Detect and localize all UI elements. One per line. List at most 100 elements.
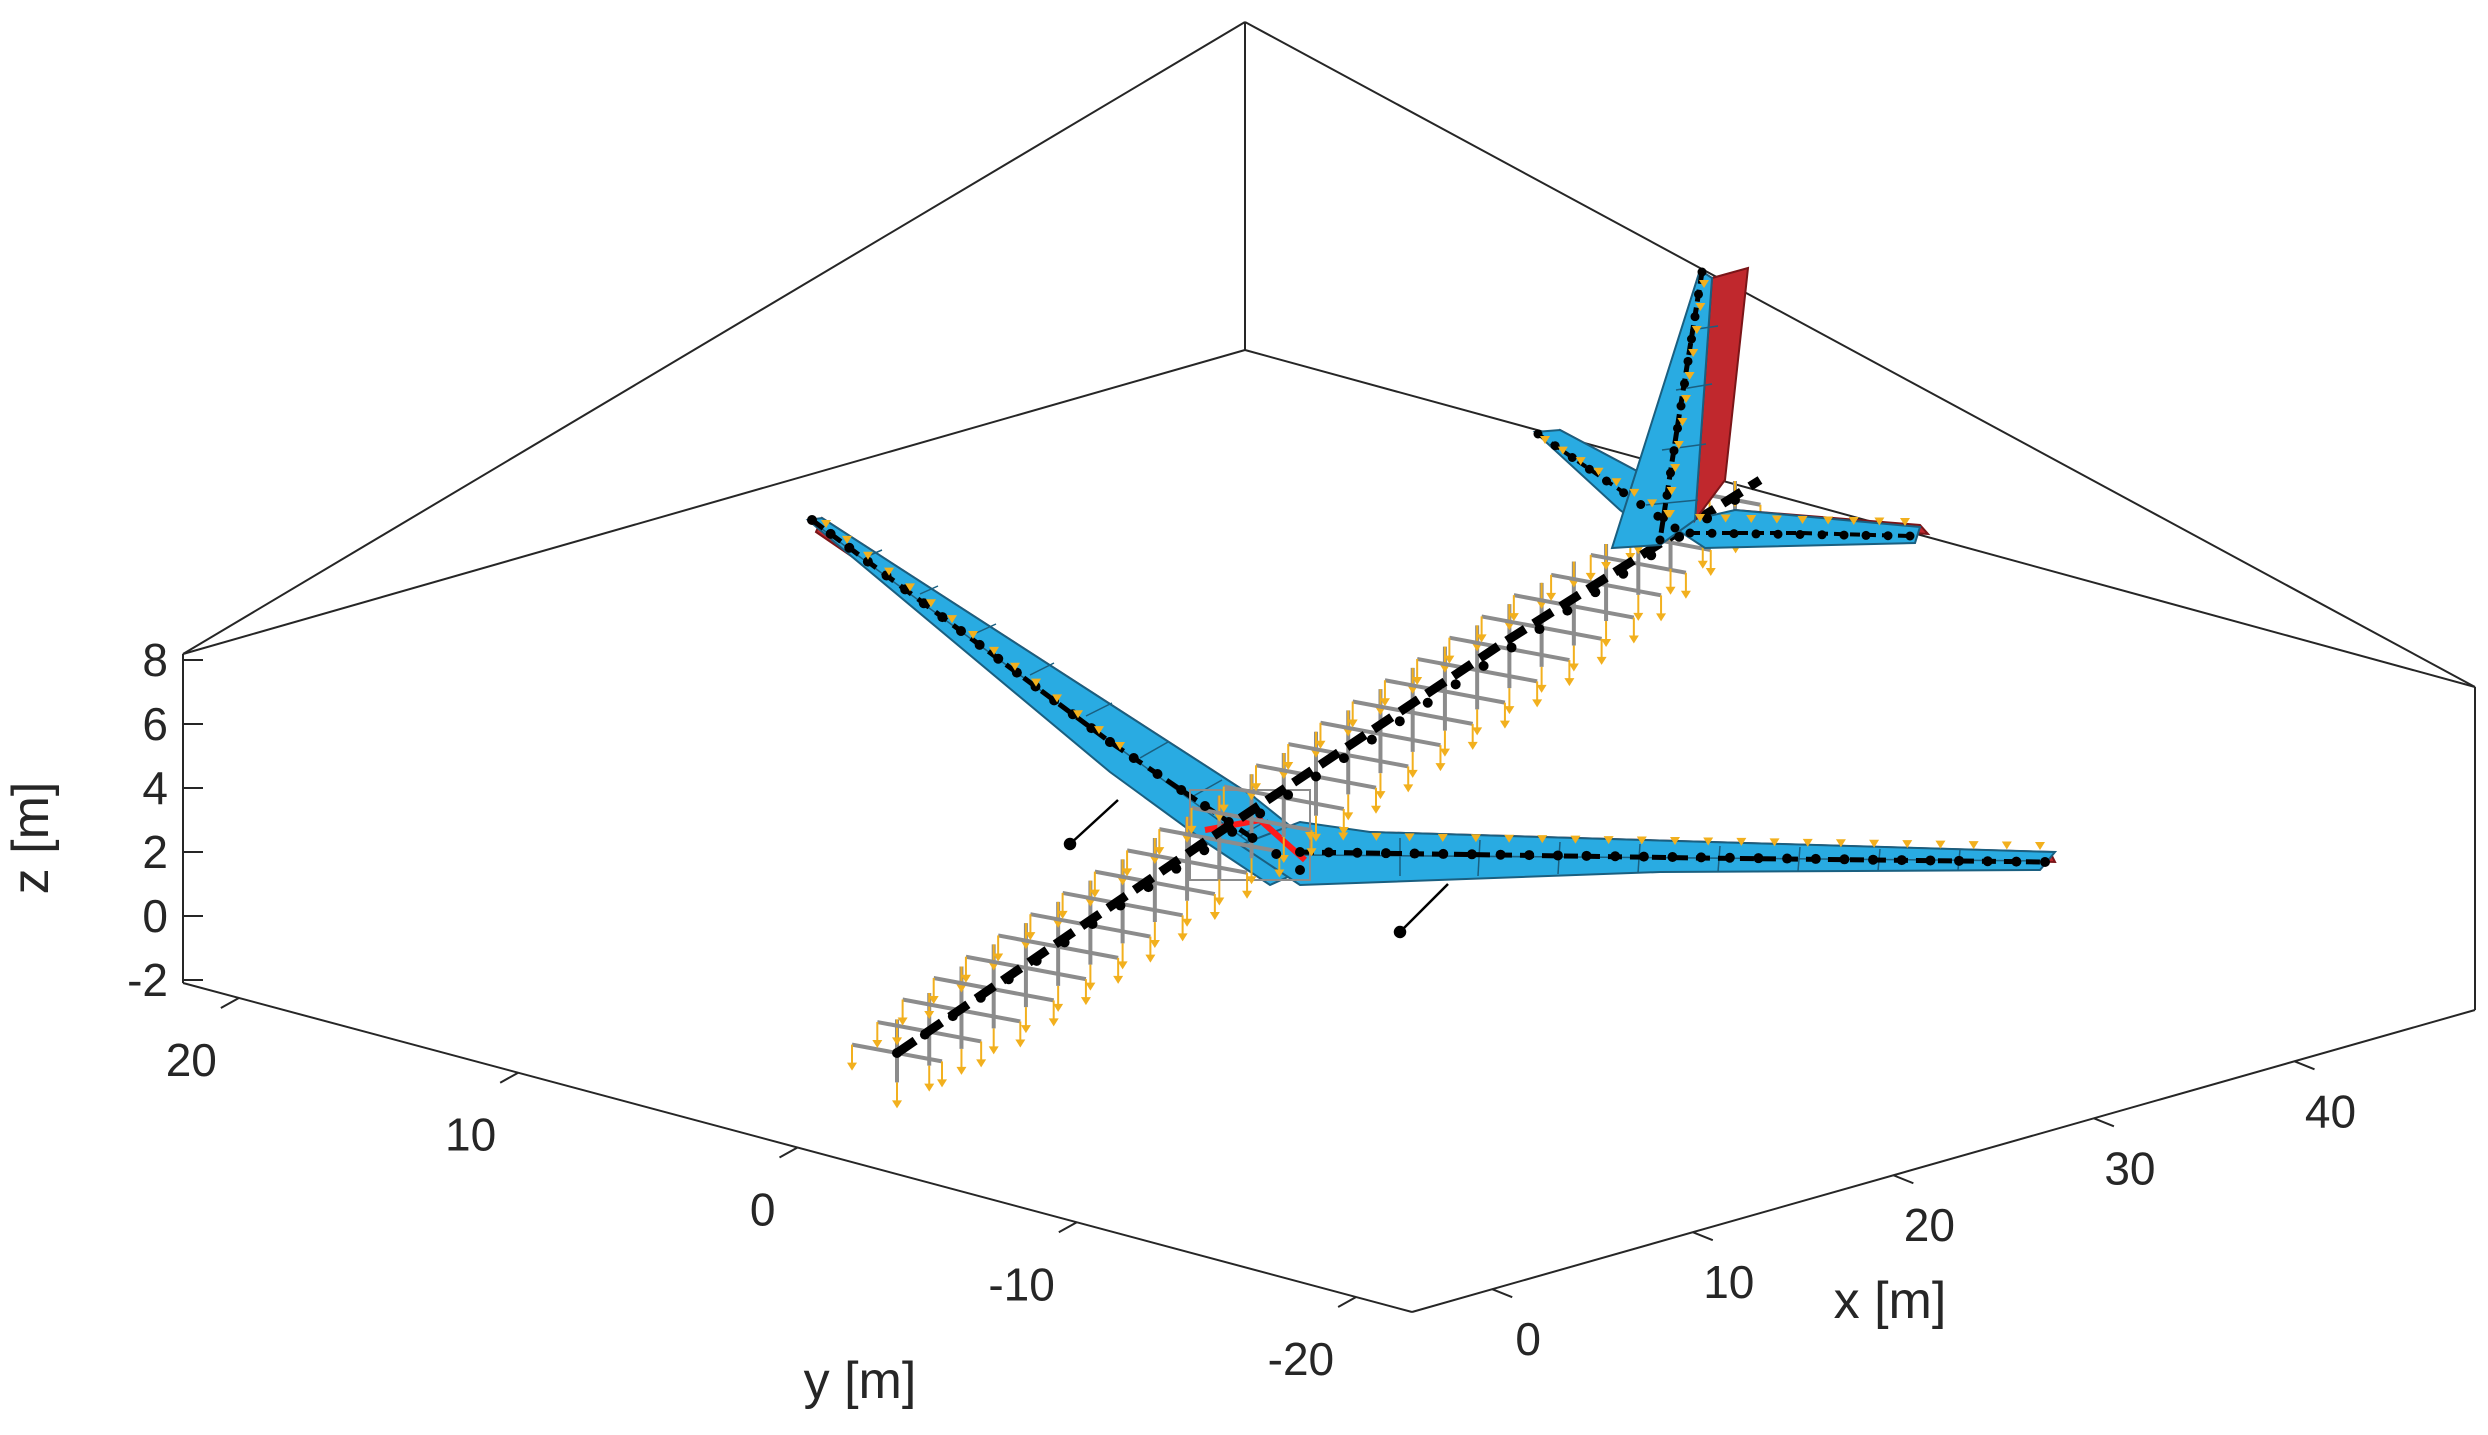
vertical-tail-node [1697,267,1707,277]
load-marker-arrow [1375,791,1386,800]
load-marker-arrow [1467,741,1478,750]
right-wing-load-marker [1603,836,1614,845]
right-htail-node [1817,530,1827,540]
load-marker-arrow [1546,592,1557,601]
fuselage-node [1115,900,1126,911]
right-wing-load-marker [1570,835,1581,844]
right-htail-node [1685,528,1695,538]
fuselage-node [1366,734,1377,745]
vertical-tail-node [1669,446,1679,456]
left-wing-load-marker [1052,694,1062,703]
load-marker-arrow [993,953,1004,962]
right-htail-load-marker [1720,514,1731,523]
left-wing-node [956,626,966,636]
load-marker-arrow [1085,982,1096,991]
right-wing-node [1610,851,1621,862]
right-htail-load-marker [1695,514,1705,522]
left-wing-load-marker [1010,662,1020,671]
x-tick [1491,1288,1513,1299]
load-marker-arrow [1472,727,1483,736]
left-wing-load-marker [1115,742,1125,750]
fuselage-node [1031,955,1042,966]
right-wing-node [1896,855,1907,866]
right-wing-load-marker [1537,835,1548,844]
fuselage-node [947,1011,958,1022]
load-markers-and-nodes [807,267,2050,1058]
load-marker-arrow [928,995,939,1004]
load-marker-arrow [897,1017,908,1026]
back-top-edge-x [1244,21,2476,688]
right-wing-load-marker [1769,838,1780,847]
left-wing-beam [810,517,1302,873]
left-htail-load-marker [1647,499,1658,508]
load-marker-arrow [924,1083,935,1092]
z-tick-label: 2 [142,826,168,878]
right-wing-load-marker [1835,839,1846,848]
load-marker-arrow [1278,854,1289,863]
load-marker-arrow [976,1059,987,1068]
fuselage-node [1618,568,1629,579]
load-marker-arrow [1601,638,1612,647]
left-wing-load-marker [905,583,915,592]
z-tick-label: -2 [127,954,168,1006]
left-htail-load-marker [1540,436,1550,444]
left-wing-node [1105,737,1115,747]
right-wing-node [1724,852,1735,863]
left-wing-load-marker [1094,726,1104,735]
fuselage-node [892,1048,902,1058]
right-wing-node [1868,854,1879,865]
x-tick [2294,1060,2315,1071]
left-wing-node [993,653,1004,664]
vertical-tail-load-marker [1681,395,1691,403]
load-marker-arrow [1311,833,1321,842]
vertical-tail-node [1655,535,1665,545]
vertical-tail-load-marker [1673,441,1684,449]
load-marker-arrow [1122,868,1133,877]
x-tick-label: 20 [1904,1199,1955,1251]
y-tick-label: -10 [988,1258,1054,1310]
right-wing-load-marker [1935,840,1946,849]
right-wing-node [1495,849,1506,860]
load-marker-arrow [1338,826,1349,835]
right-htail-load-marker [1848,517,1859,525]
fuselage-node [1450,679,1461,690]
right-wing-node [2011,856,2022,867]
left-wing-load-marker [842,535,852,544]
load-marker-arrow [956,984,967,993]
left-htail-load-marker [1593,467,1604,476]
left-wing-load-marker [968,631,978,639]
right-htail-node [1707,528,1717,538]
load-marker-arrow [924,1010,935,1019]
vertical-tail-node [1690,312,1700,322]
load-marker-arrow [1315,740,1326,749]
left-htail-node [1550,441,1560,451]
left-htail-node [1653,511,1663,521]
load-marker-arrow [1057,910,1068,919]
right-wing-load-marker [1736,837,1747,846]
load-marker-arrow [1274,869,1285,878]
load-marker-arrow [847,1062,857,1071]
right-wing-node [1323,847,1334,858]
right-wing-node [1696,852,1707,863]
right-wing-load-marker [2001,841,2012,850]
load-marker-arrow [956,1066,967,1075]
fuselage-node [1003,974,1014,985]
left-wing-load-marker [1073,710,1083,719]
left-wing-node [1295,865,1305,875]
right-htail-node [1905,531,1915,541]
right-wing-node [1466,849,1477,860]
load-marker-arrow [1347,719,1358,728]
y-tick-label: 10 [445,1109,496,1161]
left-htail-node [1670,523,1680,533]
vertical-tail-node [1676,401,1686,411]
fuselage-node [1311,771,1321,782]
x-tick [1692,1231,1714,1242]
right-wing-node [1839,854,1850,865]
load-marker-arrow [1633,546,1644,555]
fuselage-node [1674,531,1685,542]
vertical-tail-load-marker [1688,349,1699,357]
left-wing-node [937,612,948,623]
y-tick-label: 20 [166,1034,217,1086]
